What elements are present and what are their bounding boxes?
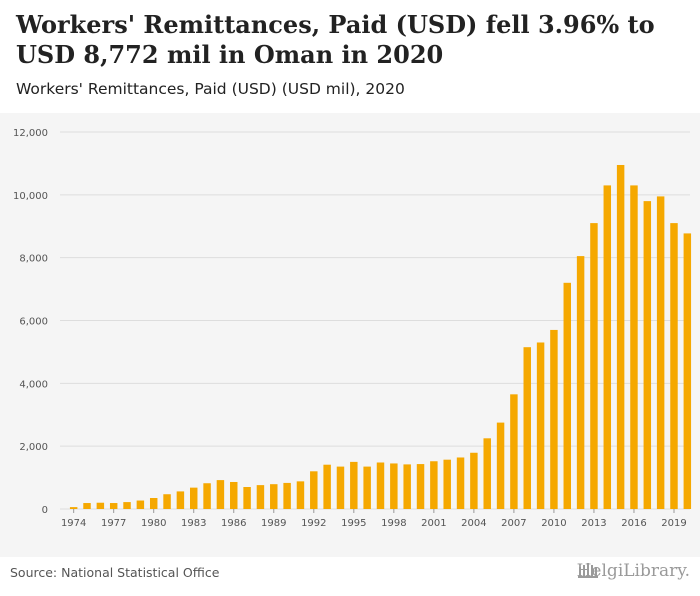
x-tick-label: 2019 bbox=[661, 518, 686, 529]
bar-1989 bbox=[270, 484, 278, 509]
bar-2001 bbox=[430, 461, 438, 509]
bar-2006 bbox=[496, 422, 505, 509]
bar-1991 bbox=[296, 481, 305, 509]
logo-text: HelgiLibrary. bbox=[576, 561, 690, 581]
x-tick-label: 1992 bbox=[301, 518, 326, 529]
bar-1980 bbox=[149, 498, 158, 509]
x-tick-label: 2013 bbox=[581, 518, 606, 529]
bar-1985 bbox=[216, 480, 225, 509]
x-tick-label: 2007 bbox=[501, 518, 526, 529]
x-tick-label: 1974 bbox=[61, 518, 86, 529]
bar-1974 bbox=[69, 507, 78, 509]
bar-2018 bbox=[656, 196, 665, 509]
y-tick-label: 0 bbox=[42, 505, 48, 516]
bars bbox=[69, 164, 692, 510]
bar-1977 bbox=[109, 503, 118, 509]
bar-1986 bbox=[230, 481, 238, 509]
x-tick-label: 1989 bbox=[261, 518, 286, 529]
bar-2013 bbox=[590, 223, 598, 510]
bar-2008 bbox=[523, 347, 531, 509]
bar-1978 bbox=[123, 502, 131, 509]
bar-2016 bbox=[630, 185, 638, 509]
bar-2003 bbox=[456, 457, 465, 509]
bar-2011 bbox=[563, 282, 571, 509]
bar-2010 bbox=[550, 329, 558, 509]
bar-1997 bbox=[376, 462, 385, 509]
helgi-library-logo[interactable]: HelgiLibrary. bbox=[577, 561, 690, 581]
y-tick-label: 2,000 bbox=[19, 442, 48, 453]
bar-1990 bbox=[283, 482, 291, 509]
library-building-icon bbox=[577, 563, 598, 578]
y-tick-label: 10,000 bbox=[13, 191, 48, 202]
source-note: Source: National Statistical Office bbox=[10, 565, 220, 580]
y-tick-label: 8,000 bbox=[19, 254, 48, 265]
bar-2002 bbox=[443, 459, 451, 509]
y-tick-label: 6,000 bbox=[19, 317, 48, 328]
bar-1982 bbox=[176, 491, 185, 509]
bar-1996 bbox=[363, 466, 371, 509]
bar-1976 bbox=[96, 502, 105, 509]
bar-1975 bbox=[83, 503, 91, 509]
bar-1998 bbox=[390, 463, 398, 509]
bar-1994 bbox=[336, 466, 345, 509]
bar-1979 bbox=[136, 500, 145, 509]
y-tick-label: 12,000 bbox=[13, 128, 48, 139]
chart-footer: Source: National Statistical Office Helg… bbox=[0, 557, 700, 596]
gridlines bbox=[60, 131, 690, 510]
plot-area: 0 2,000 4,000 6,000 8,000 10,000 12,000 1974 19… bbox=[0, 113, 700, 557]
x-tick-label: 2001 bbox=[421, 518, 446, 529]
x-tick-label: 2010 bbox=[541, 518, 566, 529]
bar-2005 bbox=[483, 438, 491, 509]
x-tick-label: 1986 bbox=[221, 518, 246, 529]
bar-2019 bbox=[670, 223, 678, 510]
bar-2009 bbox=[536, 342, 545, 509]
chart-subtitle: Workers' Remittances, Paid (USD) (USD mi… bbox=[16, 80, 405, 98]
bar-2000 bbox=[416, 464, 425, 509]
bar-1993 bbox=[323, 464, 331, 509]
x-tick-label: 2016 bbox=[621, 518, 646, 529]
y-tick-label: 4,000 bbox=[19, 379, 48, 390]
bar-1999 bbox=[403, 464, 411, 509]
bar-1995 bbox=[350, 461, 358, 510]
x-tick-label: 1995 bbox=[341, 518, 366, 529]
bar-1988 bbox=[256, 485, 265, 509]
bar-2020 bbox=[683, 233, 692, 509]
x-tick-label: 1983 bbox=[181, 518, 206, 529]
bar-2017 bbox=[643, 201, 652, 509]
bar-2012 bbox=[576, 256, 585, 509]
bar-1992 bbox=[310, 471, 318, 509]
bar-1984 bbox=[203, 483, 211, 509]
bar-1983 bbox=[190, 487, 198, 509]
x-tick-label: 1977 bbox=[101, 518, 126, 529]
x-tick-label: 1980 bbox=[141, 518, 166, 529]
x-tick-label: 2004 bbox=[461, 518, 486, 529]
x-tick-label: 1998 bbox=[381, 518, 406, 529]
y-axis-tick-labels: 0 2,000 4,000 6,000 8,000 10,000 12,000 bbox=[13, 128, 48, 516]
bar-2007 bbox=[510, 394, 518, 509]
bar-1987 bbox=[243, 487, 251, 509]
x-axis-tick-labels: 1974 1977 1980 1983 1986 1989 1992 1995 1998 2001… bbox=[61, 509, 687, 529]
chart-header: Workers' Remittances, Paid (USD) fell 3.… bbox=[0, 0, 700, 113]
chart-title: Workers' Remittances, Paid (USD) fell 3.… bbox=[16, 10, 655, 69]
bar-2015 bbox=[616, 164, 625, 510]
bar-2014 bbox=[603, 185, 612, 509]
bar-1981 bbox=[163, 494, 171, 509]
bar-2004 bbox=[470, 452, 478, 509]
